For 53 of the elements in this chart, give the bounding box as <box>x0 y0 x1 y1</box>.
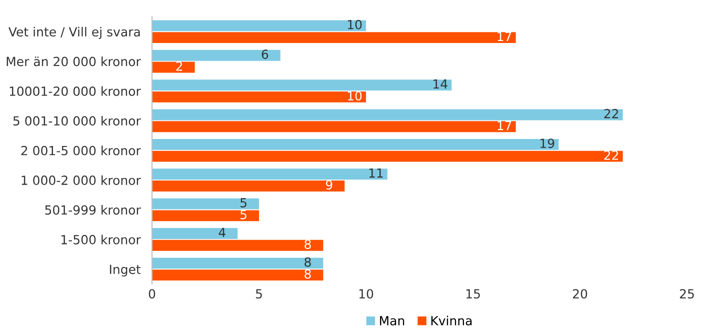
legend-label: Kvinna <box>431 316 472 326</box>
bar <box>152 168 388 180</box>
legend-label: Man <box>380 316 404 326</box>
data-label: 14 <box>434 79 448 89</box>
data-label: 11 <box>369 168 383 178</box>
bar <box>152 121 516 132</box>
data-label: 10 <box>348 20 362 30</box>
data-label: 4 <box>218 228 226 237</box>
y-tick-label: 1-500 kronor <box>62 234 141 244</box>
bar <box>152 80 452 91</box>
data-label: 22 <box>604 108 618 118</box>
bar <box>152 210 259 222</box>
y-tick-label: Vet inte / Vill ej svara <box>8 26 140 39</box>
y-tick-label: 2 001-5 000 kronor <box>21 146 141 156</box>
y-tick-label: Mer än 20 000 kronor <box>6 56 141 66</box>
bar <box>152 109 623 120</box>
bar <box>152 138 559 150</box>
x-tick-label: 10 <box>359 289 374 299</box>
data-label: 5 <box>240 198 246 208</box>
data-label: 2 <box>176 61 182 71</box>
data-label: 10 <box>348 91 362 101</box>
x-tick-label: 0 <box>148 289 156 299</box>
bar <box>152 258 324 269</box>
data-label: 5 <box>240 210 246 220</box>
x-tick-label: 20 <box>572 289 588 299</box>
bar <box>152 150 623 162</box>
data-label: 19 <box>540 138 554 148</box>
y-tick-label: Inget <box>110 264 141 276</box>
bar <box>152 228 238 239</box>
bar <box>152 240 324 251</box>
data-label: 8 <box>304 257 311 267</box>
y-tick-label: 501-999 kronor <box>45 205 141 215</box>
x-tick-label: 5 <box>256 289 262 299</box>
data-label: 22 <box>604 150 618 160</box>
data-label: 6 <box>262 50 268 59</box>
bar <box>152 50 280 61</box>
y-tick-label: 1 000-2 000 kronor <box>22 175 141 185</box>
y-tick-label: 10001-20 000 kronor <box>10 86 141 96</box>
bar <box>152 180 345 192</box>
bar <box>152 32 516 44</box>
data-label: 8 <box>304 240 311 250</box>
x-tick-label: 15 <box>466 289 480 299</box>
x-tick-label: 25 <box>680 289 694 299</box>
bar <box>152 198 259 210</box>
bar <box>152 20 366 32</box>
data-label: 9 <box>326 180 332 190</box>
data-label: 17 <box>498 120 512 130</box>
bar <box>152 91 366 102</box>
bar <box>152 62 195 73</box>
bar <box>152 270 324 281</box>
data-label: 8 <box>304 269 311 279</box>
y-tick-label: 5 001-10 000 kronor <box>13 116 141 126</box>
data-label: 17 <box>498 32 512 41</box>
